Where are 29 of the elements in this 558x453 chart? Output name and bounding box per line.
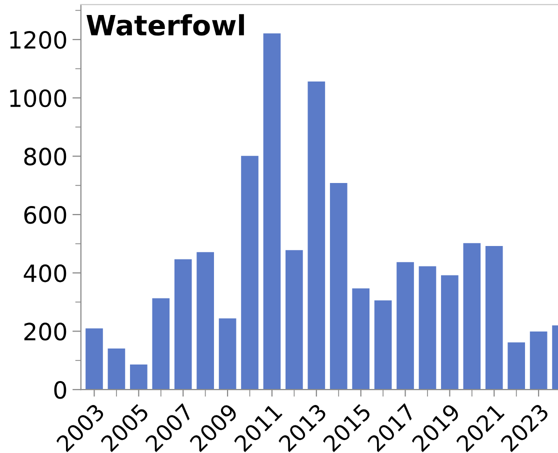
bar xyxy=(352,288,370,390)
y-tick-label: 800 xyxy=(24,148,66,166)
bar xyxy=(396,262,414,390)
y-tick-label: 200 xyxy=(24,322,66,341)
bar xyxy=(241,156,258,390)
y-tick-label: 0 xyxy=(54,381,66,399)
bar xyxy=(418,266,436,390)
y-tick-label: 600 xyxy=(24,206,66,224)
bar xyxy=(108,348,126,390)
bar xyxy=(308,82,326,390)
y-tick-label: 1000 xyxy=(10,89,66,108)
y-tick-label: 400 xyxy=(24,264,66,282)
bar xyxy=(130,364,148,390)
bar xyxy=(330,183,348,390)
bar xyxy=(196,252,214,390)
chart-title: Waterfowl xyxy=(86,14,244,36)
bar xyxy=(86,328,103,390)
bar xyxy=(374,300,392,390)
bar xyxy=(508,342,526,390)
bar xyxy=(218,318,236,390)
bar xyxy=(485,246,503,390)
bar xyxy=(152,298,170,390)
bar xyxy=(463,243,481,390)
bar xyxy=(286,250,303,390)
bar xyxy=(263,33,281,390)
y-tick-label: 1200 xyxy=(10,30,66,49)
bar xyxy=(174,259,192,390)
bar xyxy=(530,332,548,390)
bar xyxy=(441,275,458,390)
